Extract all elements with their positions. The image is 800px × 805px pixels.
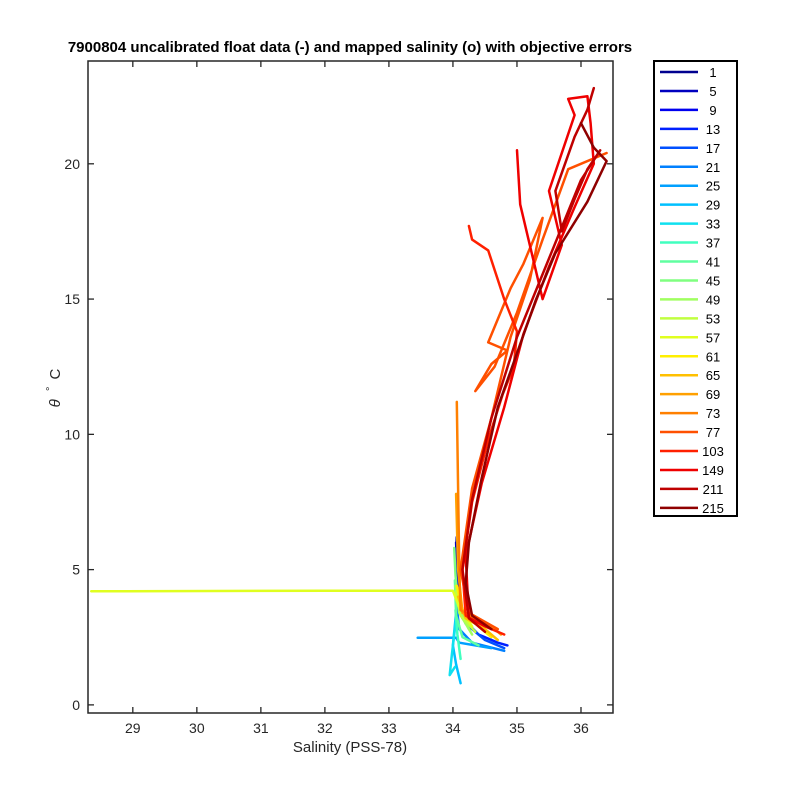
legend-label-65: 65: [706, 368, 720, 383]
series-line-33: [448, 617, 458, 677]
legend-label-41: 41: [706, 255, 720, 270]
legend-label-211: 211: [703, 482, 724, 497]
legend-label-103: 103: [702, 444, 724, 459]
x-tick-label: 30: [189, 720, 205, 736]
legend-label-73: 73: [706, 406, 720, 421]
legend-label-49: 49: [706, 292, 720, 307]
legend-label-9: 9: [709, 103, 716, 118]
legend-label-25: 25: [706, 179, 720, 194]
chart-title: 7900804 uncalibrated float data (-) and …: [68, 39, 632, 56]
x-tick-label: 35: [509, 720, 525, 736]
legend-label-57: 57: [706, 330, 720, 345]
x-axis-label: Salinity (PSS-78): [293, 739, 407, 756]
legend-label-29: 29: [706, 198, 720, 213]
y-tick-label: 10: [64, 426, 80, 442]
series-group: [89, 86, 608, 685]
legend-label-149: 149: [702, 463, 724, 478]
series-line-53: [454, 590, 477, 634]
x-tick-label: 36: [573, 720, 589, 736]
x-tick-label: 31: [253, 720, 269, 736]
legend-label-5: 5: [709, 84, 716, 99]
y-tick-label: 20: [64, 156, 80, 172]
legend-label-21: 21: [706, 160, 720, 175]
legend-label-61: 61: [706, 349, 720, 364]
legend-label-77: 77: [706, 425, 720, 440]
legend: 1 5 9 13 17 21 25 29 33 37 41 45 49 53 57 61 65 69 73 77 103…: [653, 60, 738, 517]
legend-label-53: 53: [706, 311, 720, 326]
plot-frame: [87, 60, 614, 714]
y-axis-label-unit: C: [47, 368, 64, 379]
legend-box: [653, 60, 738, 517]
series-line-215: [464, 121, 608, 631]
series-line-211: [461, 86, 602, 634]
legend-label-37: 37: [706, 236, 720, 251]
legend-label-1: 1: [709, 65, 716, 80]
ticks-group: 29 30 31 32 33 34 35 36 0 5 10 15 20: [64, 61, 613, 736]
x-tick-label: 33: [381, 720, 397, 736]
legend-label-17: 17: [706, 141, 720, 156]
y-axis-label: θ ° C: [41, 368, 64, 407]
legend-label-69: 69: [706, 387, 720, 402]
x-tick-label: 29: [125, 720, 141, 736]
y-axis-label-degree: °: [45, 387, 57, 391]
legend-items: 1 5 9 13 17 21 25 29 33 37 41 45 49 53 57 61 65 69 73 77 103…: [660, 65, 724, 516]
y-tick-label: 5: [72, 562, 80, 578]
y-axis-label-symbol: θ: [47, 399, 64, 407]
legend-label-33: 33: [706, 217, 720, 232]
legend-label-215: 215: [702, 501, 724, 516]
legend-label-45: 45: [706, 273, 720, 288]
legend-label-13: 13: [706, 122, 720, 137]
y-tick-label: 15: [64, 291, 80, 307]
y-tick-label: 0: [72, 697, 80, 713]
plot-area: 29 30 31 32 33 34 35 36 0 5 10 15 20: [64, 60, 614, 736]
x-tick-label: 34: [445, 720, 461, 736]
x-tick-label: 32: [317, 720, 333, 736]
series-line-77: [459, 151, 608, 631]
